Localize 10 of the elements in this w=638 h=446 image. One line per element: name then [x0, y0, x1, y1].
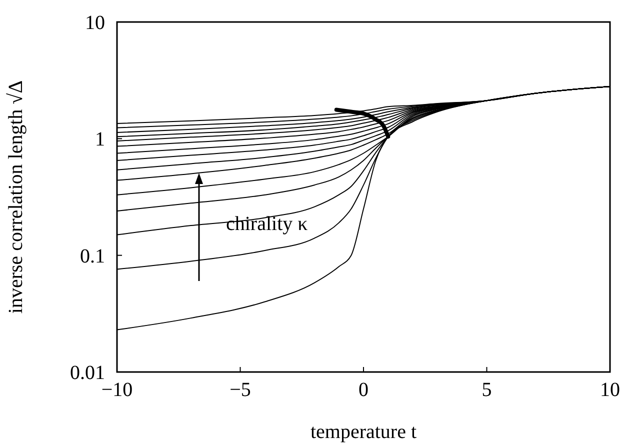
- y-tick-label: 0.1: [80, 245, 105, 268]
- y-tick-label: 1: [95, 128, 105, 151]
- x-tick-label: −5: [230, 379, 251, 401]
- x-tick-label: 10: [600, 379, 620, 401]
- x-axis-title: temperature t: [310, 421, 417, 443]
- x-tick-label: 0: [358, 379, 368, 401]
- y-axis-title: inverse correlation length √Δ: [5, 80, 27, 314]
- x-tick-label: 5: [482, 379, 492, 401]
- y-tick-label: 10: [85, 12, 105, 34]
- annotation: chirality κ: [226, 213, 308, 235]
